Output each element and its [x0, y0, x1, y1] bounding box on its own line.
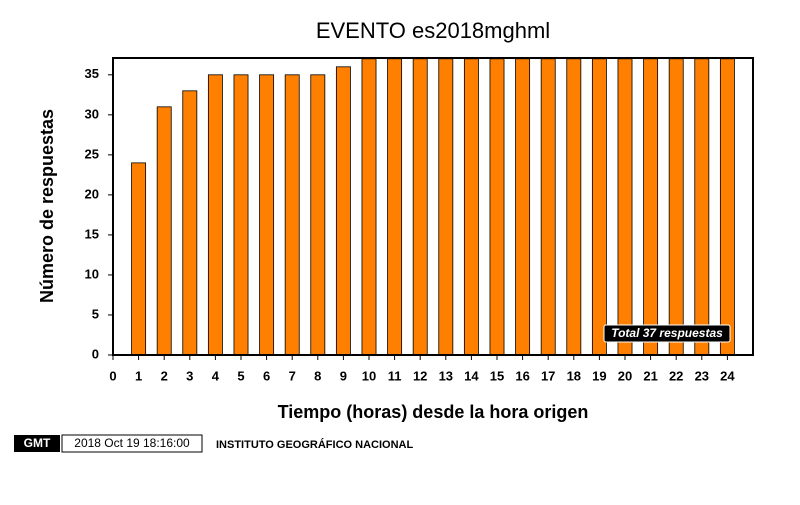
bar: [233, 74, 249, 356]
plot-frame: [112, 57, 754, 356]
institution: INSTITUTO GEOGRÁFICO NACIONAL: [216, 438, 413, 451]
bar: [310, 74, 326, 356]
y-tick-label: 25: [85, 146, 99, 161]
annotation: Total 37 respuestas: [611, 326, 723, 340]
bar: [719, 58, 735, 356]
bar: [463, 58, 479, 356]
timestamp: 2018 Oct 19 18:16:00: [74, 436, 190, 450]
x-axis-label: Tiempo (horas) desde la hora origen: [278, 402, 589, 422]
bar: [284, 74, 300, 356]
x-tick-label: 21: [643, 368, 657, 383]
x-tick-label: 0: [109, 368, 116, 383]
x-tick-label: 14: [464, 368, 479, 383]
bar: [131, 162, 147, 356]
y-tick-label: 10: [85, 266, 99, 281]
bar: [335, 66, 351, 356]
bar: [182, 90, 198, 356]
x-tick-label: 13: [439, 368, 453, 383]
timestamp-box: [61, 434, 203, 453]
x-tick-label: 19: [592, 368, 606, 383]
bar: [668, 58, 684, 356]
x-tick-label: 17: [541, 368, 555, 383]
bar: [591, 58, 607, 356]
logo-box: [14, 435, 60, 452]
y-tick-label: 30: [85, 106, 99, 121]
bar: [515, 58, 531, 356]
x-tick-label: 15: [490, 368, 504, 383]
x-tick-label: 7: [289, 368, 296, 383]
bar: [207, 74, 223, 356]
x-tick-label: 6: [263, 368, 270, 383]
x-tick-label: 2: [161, 368, 168, 383]
x-tick-label: 24: [720, 368, 735, 383]
y-axis-label: Número de respuestas: [37, 109, 57, 303]
x-tick-label: 22: [669, 368, 683, 383]
x-tick-label: 8: [314, 368, 321, 383]
logo-text: GMT: [24, 436, 51, 450]
bar: [489, 58, 505, 356]
x-tick-label: 3: [186, 368, 193, 383]
x-tick-label: 12: [413, 368, 427, 383]
x-tick-label: 1: [135, 368, 142, 383]
y-tick-label: 0: [92, 346, 99, 361]
x-tick-label: 23: [695, 368, 709, 383]
x-tick-label: 11: [388, 368, 402, 383]
bar: [387, 58, 403, 356]
bar: [259, 74, 275, 356]
y-tick-label: 15: [85, 226, 99, 241]
x-tick-label: 10: [362, 368, 376, 383]
y-tick-label: 20: [85, 186, 99, 201]
bar: [694, 58, 710, 356]
bar: [540, 58, 556, 356]
x-tick-label: 18: [567, 368, 581, 383]
bar: [412, 58, 428, 356]
x-tick-label: 9: [340, 368, 347, 383]
y-tick-label: 5: [92, 306, 99, 321]
annotation-box: [603, 324, 731, 343]
y-tick-label: 35: [85, 66, 99, 81]
bar: [438, 58, 454, 356]
bar: [361, 58, 377, 356]
chart-title: EVENTO es2018mghml: [316, 18, 550, 43]
bar: [566, 58, 582, 356]
bar: [617, 58, 633, 356]
x-tick-label: 20: [618, 368, 632, 383]
bar: [643, 58, 659, 356]
x-tick-label: 4: [212, 368, 220, 383]
x-tick-label: 5: [237, 368, 244, 383]
x-tick-label: 16: [515, 368, 529, 383]
logo: GMT: [14, 435, 60, 452]
bar: [156, 106, 172, 356]
